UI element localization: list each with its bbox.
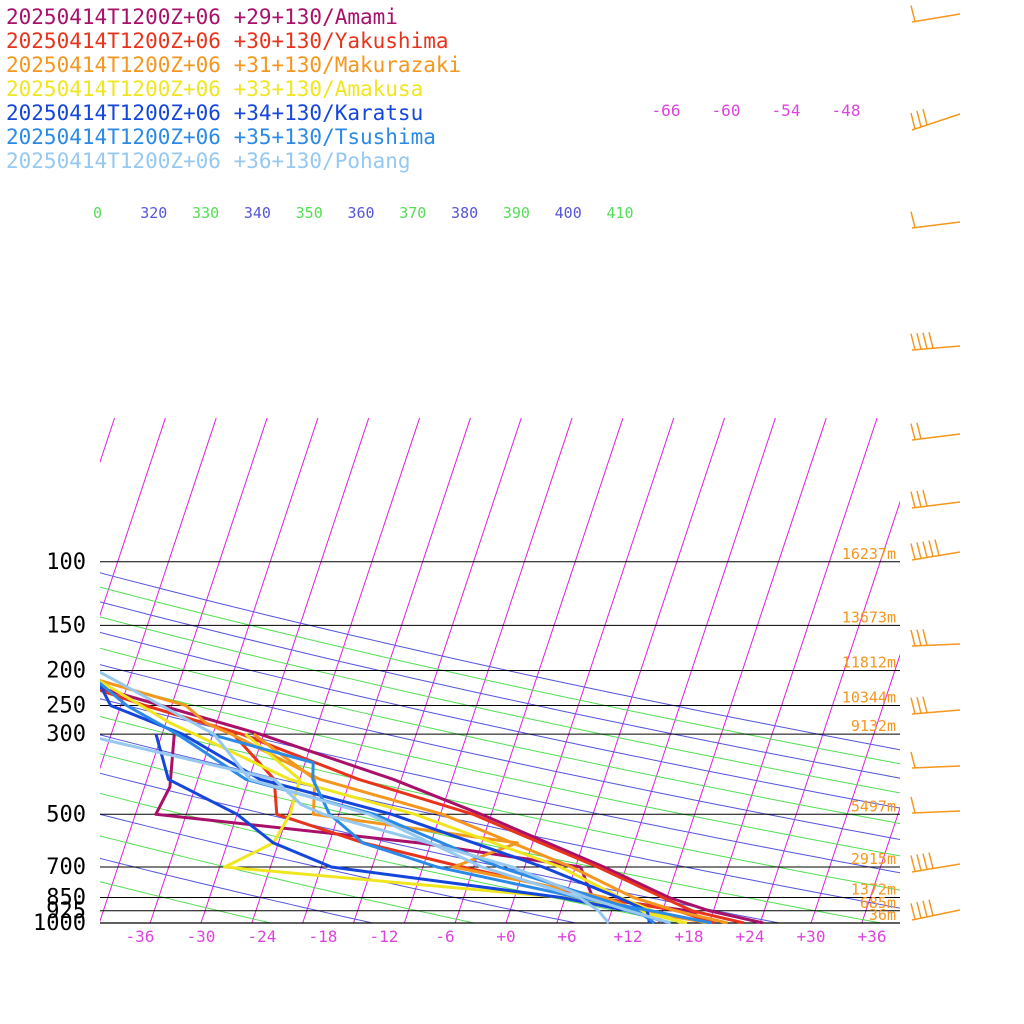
temperature-trace	[100, 681, 656, 924]
wind-barb	[910, 899, 961, 921]
pressure-label: 300	[46, 722, 86, 747]
pressure-label: 100	[46, 550, 86, 575]
dewpoint-trace	[100, 737, 672, 924]
upper-temperature-label: -60	[712, 101, 741, 120]
wind-barb	[910, 796, 961, 814]
temperature-tick-label: -6	[435, 927, 454, 946]
pressure-label: 700	[46, 855, 86, 880]
temperature-tick-label: +0	[496, 927, 515, 946]
isotherm-line	[861, 806, 900, 924]
temperature-tick-label: +6	[557, 927, 576, 946]
dry-adiabat-line	[100, 680, 900, 857]
pressure-label: 850	[46, 886, 86, 911]
pressure-label: 250	[46, 694, 86, 719]
isotherm-line	[913, 418, 1024, 923]
pressure-label: 200	[46, 659, 86, 684]
height-label: 685m	[860, 894, 896, 912]
legend-item: 20250414T1200Z+06 +34+130/Karatsu	[6, 101, 423, 125]
temperature-tick-label: +30	[797, 927, 826, 946]
isotherm-line	[0, 418, 13, 923]
dry-adiabat-line	[100, 753, 881, 924]
temperature-trace	[100, 679, 728, 924]
upper-temperature-label: -48	[832, 101, 861, 120]
wind-barb	[910, 5, 961, 23]
isotherm-line	[964, 418, 1024, 923]
theta-label: 380	[451, 204, 478, 222]
wind-barb	[910, 332, 961, 351]
legend-item: 20250414T1200Z+06 +30+130/Yakushima	[6, 29, 449, 53]
height-label: 9132m	[851, 717, 896, 735]
theta-label: 370	[399, 204, 426, 222]
pressure-label: 150	[46, 613, 86, 638]
wind-barb	[910, 751, 961, 769]
theta-label: 390	[503, 204, 530, 222]
upper-temperature-label: -54	[772, 101, 801, 120]
legend-item: 20250414T1200Z+06 +33+130/Amakusa	[6, 77, 423, 101]
temperature-trace	[100, 686, 764, 924]
temperature-tick-label: +36	[858, 927, 887, 946]
temperature-tick-label: -30	[187, 927, 216, 946]
temperature-tick-label: +12	[614, 927, 643, 946]
height-label: 11812m	[842, 654, 896, 672]
temperature-tick-label: +18	[675, 927, 704, 946]
wind-barb	[910, 696, 961, 715]
wind-barb	[910, 852, 961, 873]
wind-barb	[910, 539, 961, 561]
theta-label: 400	[555, 204, 582, 222]
height-label: 13673m	[842, 608, 896, 626]
dry-adiabat-line	[100, 881, 271, 924]
temperature-trace	[100, 670, 610, 924]
temperature-tick-label: +24	[736, 927, 765, 946]
dry-adiabat-line	[100, 813, 576, 924]
pressure-label: 500	[46, 802, 86, 827]
dry-adiabat-line	[100, 698, 900, 874]
upper-temperature-label: -66	[652, 101, 681, 120]
height-label: 1372m	[851, 881, 896, 899]
wind-barb	[910, 629, 961, 647]
legend-item: 20250414T1200Z+06 +36+130/Pohang	[6, 149, 411, 173]
dry-adiabat-line	[100, 857, 373, 924]
dry-adiabat-line	[100, 835, 475, 924]
temperature-trace	[100, 679, 683, 924]
theta-label: 340	[244, 204, 271, 222]
temperature-trace	[100, 681, 651, 924]
height-label: 2915m	[851, 850, 896, 868]
theta-label: 320	[140, 204, 167, 222]
isotherm-line	[1014, 418, 1024, 923]
isotherm-line	[100, 417, 166, 617]
wind-barbs	[910, 5, 961, 921]
legend-item: 20250414T1200Z+06 +29+130/Amami	[6, 5, 398, 29]
legend-item: 20250414T1200Z+06 +35+130/Tsushima	[6, 125, 436, 149]
theta-label: 330	[192, 204, 219, 222]
sounding-traces	[100, 670, 764, 924]
wind-barb	[910, 211, 961, 229]
dry-adiabat-line	[100, 715, 900, 891]
pressure-label: 1000	[33, 911, 86, 936]
theta-label: 0	[93, 204, 102, 222]
height-label: 16237m	[842, 545, 896, 563]
temperature-trace	[100, 688, 745, 924]
wind-barb	[910, 108, 961, 131]
temperature-tick-label: -24	[248, 927, 277, 946]
theta-label: 360	[347, 204, 374, 222]
theta-label: 350	[296, 204, 323, 222]
dewpoint-trace	[154, 733, 671, 924]
wind-barb	[910, 422, 961, 441]
temperature-tick-label: -12	[370, 927, 399, 946]
pressure-label: 925	[46, 899, 86, 924]
height-label: 36m	[869, 906, 896, 924]
dry-adiabat-line	[100, 734, 900, 909]
temperature-tick-label: -36	[126, 927, 155, 946]
temperature-tick-label: -18	[309, 927, 338, 946]
legend-item: 20250414T1200Z+06 +31+130/Makurazaki	[6, 53, 461, 77]
height-label: 5497m	[851, 797, 896, 815]
height-label: 10344m	[842, 689, 896, 707]
wind-barb	[910, 489, 961, 509]
theta-label: 410	[606, 204, 633, 222]
legend: 20250414T1200Z+06 +29+130/Amami20250414T…	[6, 5, 461, 173]
